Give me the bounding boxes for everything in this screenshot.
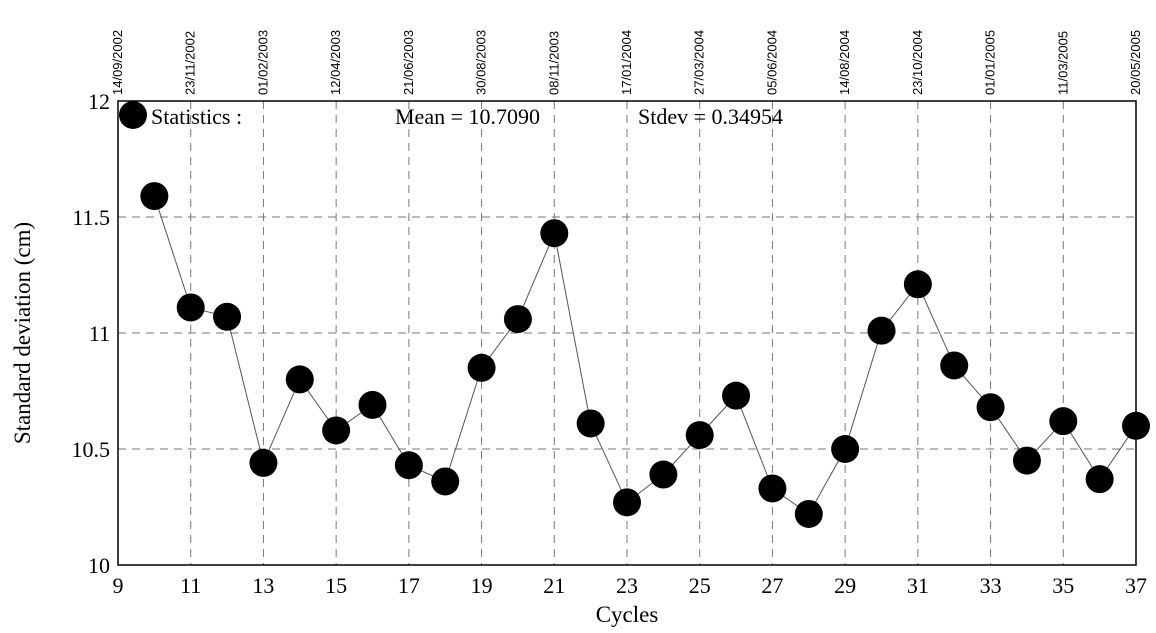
top-date-label-5: 30/08/2003 (474, 30, 489, 95)
top-date-label-11: 23/10/2004 (910, 30, 925, 95)
x-tick-label-10: 29 (834, 573, 856, 598)
data-point-31 (903, 270, 932, 299)
x-tick-label-9: 27 (761, 573, 783, 598)
legend-stdev: Stdev = 0.34954 (638, 104, 783, 129)
x-tick-label-7: 23 (616, 573, 638, 598)
top-date-label-7: 17/01/2004 (619, 30, 634, 95)
data-point-21 (540, 219, 569, 248)
data-point-11 (176, 293, 205, 322)
top-date-label-2: 01/02/2003 (255, 30, 270, 95)
x-tick-label-14: 37 (1125, 573, 1147, 598)
y-tick-label-3: 11.5 (72, 205, 110, 230)
data-point-19 (467, 353, 496, 382)
data-point-15 (322, 416, 351, 445)
data-point-29 (831, 435, 860, 463)
y-tick-labels: 10 10.5 11 11.5 12 (72, 89, 111, 578)
top-date-label-8: 27/03/2004 (692, 30, 707, 95)
legend-mean: Mean = 10.7090 (395, 104, 540, 129)
x-tick-label-5: 19 (471, 573, 493, 598)
data-point-23 (613, 488, 641, 517)
data-points (140, 182, 1150, 528)
data-point-18 (431, 467, 460, 496)
top-date-label-9: 05/06/2004 (764, 30, 779, 95)
legend-marker (119, 101, 147, 129)
top-date-label-14: 20/05/2005 (1128, 30, 1143, 95)
top-date-label-3: 12/04/2003 (328, 30, 343, 95)
y-axis-title: Standard deviation (cm) (10, 222, 35, 444)
data-point-17 (394, 451, 423, 480)
x-tick-label-8: 25 (689, 573, 711, 598)
data-point-36 (1085, 465, 1114, 494)
data-point-27 (758, 474, 787, 503)
series-line-layer (153, 195, 1137, 515)
x-axis-title: Cycles (596, 602, 659, 627)
series-line (153, 195, 1137, 515)
plot-frame (117, 100, 1137, 566)
x-tick-label-13: 35 (1052, 573, 1074, 598)
x-tick-label-11: 31 (907, 573, 929, 598)
top-date-label-6: 08/11/2003 (546, 31, 561, 95)
legend: Statistics : Mean = 10.7090 Stdev = 0.34… (119, 101, 783, 129)
top-date-label-0: 14/09/2002 (110, 30, 125, 95)
data-point-22 (576, 409, 605, 438)
data-point-16 (358, 390, 387, 419)
data-point-26 (722, 381, 751, 410)
data-point-10 (140, 182, 169, 211)
data-point-20 (503, 305, 532, 334)
data-point-24 (649, 460, 678, 489)
data-point-12 (213, 302, 242, 331)
y-tick-label-1: 10.5 (72, 437, 111, 462)
top-date-labels: 14/09/2002 23/11/2002 01/02/2003 12/04/2003… (110, 30, 1143, 95)
grid-lines (118, 101, 1136, 565)
x-tick-label-0: 9 (113, 573, 124, 598)
data-point-28 (794, 499, 823, 528)
x-tick-labels: 9 11 13 15 17 19 21 23 25 27 29 31 33 35 37 (113, 573, 1148, 598)
y-tick-label-4: 12 (88, 89, 110, 114)
top-date-label-12: 01/01/2005 (983, 30, 998, 95)
x-tick-label-4: 17 (398, 573, 420, 598)
top-date-label-13: 11/03/2005 (1055, 31, 1070, 95)
legend-label: Statistics : (151, 104, 242, 129)
data-point-30 (867, 316, 896, 345)
y-tick-label-0: 10 (88, 553, 110, 578)
x-tick-label-2: 13 (252, 573, 274, 598)
top-date-label-4: 21/06/2003 (401, 30, 416, 95)
x-tick-label-3: 15 (325, 573, 347, 598)
data-point-32 (940, 351, 969, 380)
data-point-34 (1012, 446, 1041, 475)
top-date-label-10: 14/08/2004 (837, 30, 852, 95)
x-tick-label-6: 21 (543, 573, 565, 598)
data-point-25 (685, 421, 714, 450)
data-point-35 (1049, 407, 1078, 436)
x-tick-label-12: 33 (980, 573, 1002, 598)
data-point-14 (285, 365, 314, 394)
top-date-label-1: 23/11/2002 (183, 31, 198, 95)
data-point-33 (976, 393, 1005, 422)
data-point-13 (249, 448, 278, 477)
x-tick-label-1: 11 (180, 573, 201, 598)
y-tick-label-2: 11 (89, 321, 110, 346)
